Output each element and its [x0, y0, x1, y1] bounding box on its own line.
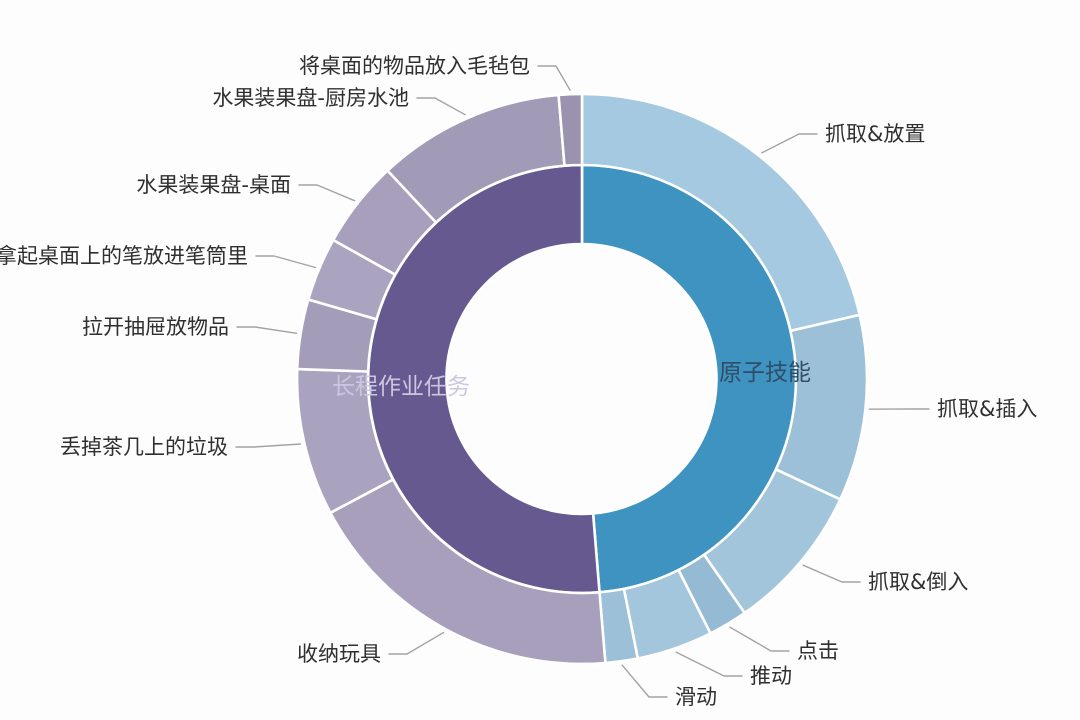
outer-segment-label-10: 水果装果盘-桌面 — [136, 173, 291, 197]
leader-line-10 — [298, 184, 356, 202]
leader-line-5 — [621, 664, 668, 698]
leader-line-9 — [255, 255, 317, 269]
outer-segment-label-3: 点击 — [797, 639, 839, 663]
leader-line-4 — [675, 651, 743, 677]
inner-ring-label-0: 原子技能 — [719, 360, 811, 386]
inner-ring-label-1: 长程作业任务 — [332, 374, 470, 400]
leader-line-7 — [235, 443, 302, 448]
leader-line-3 — [729, 626, 790, 652]
outer-segment-label-5: 滑动 — [675, 685, 717, 709]
leader-line-11 — [416, 97, 466, 116]
leader-line-6 — [388, 631, 445, 655]
outer-segment-label-2: 抓取&倒入 — [868, 570, 968, 594]
leader-line-8 — [236, 326, 298, 334]
outer-segment-label-1: 抓取&插入 — [937, 397, 1037, 421]
outer-segment-label-9: 拿起桌面上的笔放进笔筒里 — [0, 244, 248, 268]
outer-segment-label-6: 收纳玩具 — [297, 642, 381, 666]
leader-line-0 — [761, 133, 818, 154]
leader-line-2 — [802, 564, 861, 583]
outer-segment-label-7: 丢掉茶几上的垃圾 — [60, 435, 228, 459]
outer-segment-label-11: 水果装果盘-厨房水池 — [212, 86, 409, 110]
outer-segment-label-4: 推动 — [750, 664, 792, 688]
outer-ring-segment-12 — [557, 92, 584, 167]
outer-segment-label-12: 将桌面的物品放入毛毡包 — [299, 54, 530, 78]
outer-segment-label-8: 拉开抽屉放物品 — [82, 315, 229, 339]
leader-line-12 — [537, 65, 571, 91]
outer-segment-label-0: 抓取&放置 — [825, 122, 925, 146]
